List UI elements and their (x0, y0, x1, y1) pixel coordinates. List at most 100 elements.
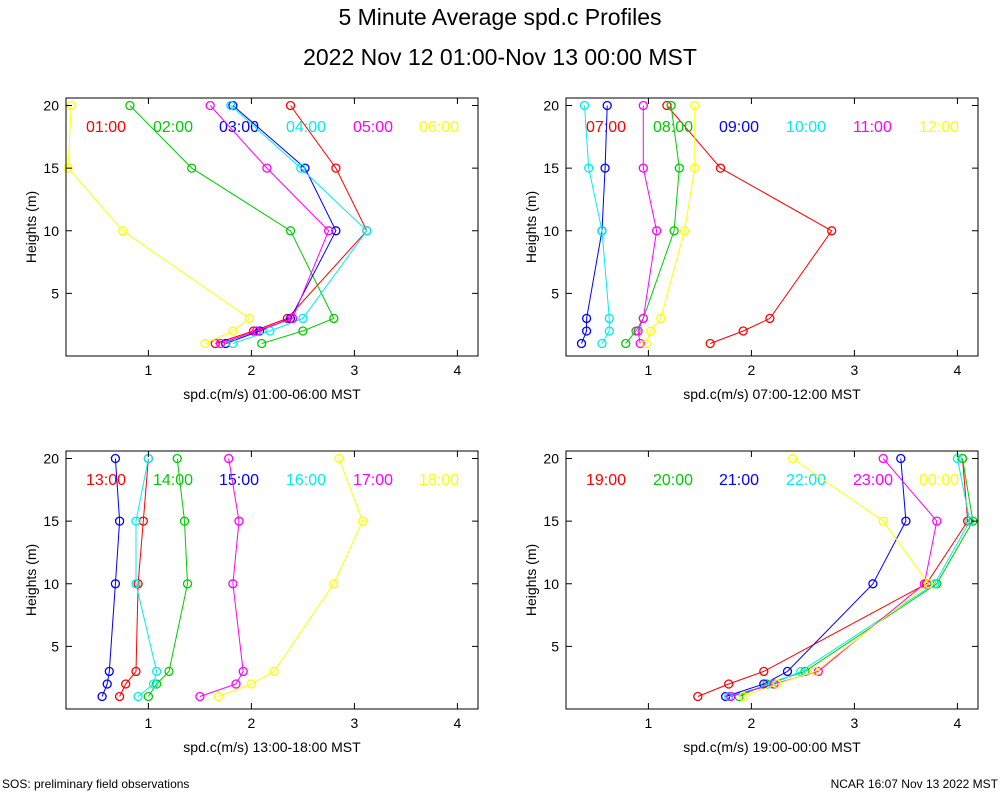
panel-3-point-17:00-h15 (234, 516, 244, 526)
panel-3-point-15:00-h1 (97, 691, 107, 702)
panel-4-y-tick-label-20: 20 (543, 451, 559, 467)
panel-3-point-15:00-h2 (102, 679, 112, 689)
panel-4-point-22:00-h3 (796, 666, 806, 677)
panel-3-point-18:00-h2 (246, 679, 257, 689)
panel-2-point-07:00-h15 (715, 163, 726, 173)
panel-2-series-line-07:00 (666, 105, 833, 344)
panel-3-legend-17:00: 17:00 (353, 472, 393, 489)
panel-1-point-05:00-h15 (262, 163, 272, 173)
panel-3-legend-16:00: 16:00 (286, 472, 326, 489)
panel-4-point-19:00-h3 (759, 666, 769, 677)
panel-1-legend-04:00: 04:00 (286, 119, 326, 136)
panel-3-y-tick-label-10: 10 (43, 576, 59, 592)
panel-1-y-axis-label: Heights (m) (23, 191, 39, 263)
panel-1-y-tick-label-10: 10 (43, 223, 59, 239)
panel-2-point-12:00-h3 (656, 313, 666, 324)
panel-4-series-line-19:00 (697, 458, 969, 697)
panel-2-legend-12:00: 12:00 (919, 119, 959, 136)
panel-1-series-line-02:00 (129, 105, 335, 344)
panel-4-x-tick-label-3: 3 (851, 715, 859, 731)
panel-4-series-line-22:00 (728, 458, 971, 697)
panel-3-point-17:00-h20 (224, 453, 234, 464)
panel-4-point-19:00-h2 (724, 679, 734, 689)
panel-2-x-tick-label-1: 1 (645, 362, 653, 378)
panel-1-x-tick-label-3: 3 (351, 362, 359, 378)
panel-1-y-tick-label-5: 5 (51, 285, 59, 301)
panel-1-point-04:00-h20 (226, 100, 236, 111)
panel-1-point-02:00-h20 (125, 100, 135, 111)
panel-3-x-axis-label: spd.c(m/s) 13:00-18:00 MST (183, 739, 361, 755)
panel-1-point-04:00-h3 (298, 313, 308, 324)
panel-2-point-12:00-h2 (645, 326, 656, 336)
panel-3-series-line-14:00 (147, 458, 189, 697)
panel-3-point-16:00-h10 (131, 579, 141, 589)
panel-3-series-line-17:00 (199, 458, 244, 697)
panel-3-legend-15:00: 15:00 (219, 472, 259, 489)
panel-1-plot-frame (65, 97, 479, 357)
panel-3-legend-18:00: 18:00 (419, 472, 459, 489)
panel-1-legend-03:00: 03:00 (219, 119, 259, 136)
panel-3-point-14:00-h10 (182, 579, 193, 589)
panel-2-point-12:00-h15 (690, 163, 700, 173)
panel-1-point-05:00-h1 (215, 338, 226, 349)
panel-2-x-tick-label-3: 3 (851, 362, 859, 378)
panel-2-point-07:00-h10 (827, 226, 837, 236)
panel-1-point-06:00-h3 (244, 313, 254, 324)
panel-2-point-12:00-h1 (641, 338, 651, 349)
panel-1-series-line-05:00 (209, 105, 330, 344)
panel-4-x-tick-label-2: 2 (748, 715, 756, 731)
footer-left: SOS: preliminary field observations (2, 777, 190, 791)
panel-1-point-02:00-h15 (187, 163, 197, 173)
panel-2-point-11:00-h2 (633, 326, 643, 336)
panel-4-plot-frame (565, 450, 979, 710)
panel-2-point-09:00-h3 (581, 313, 592, 324)
figure-subtitle: 2022 Nov 12 01:00-Nov 13 00:00 MST (303, 44, 697, 70)
panel-4-point-00:00-h2 (772, 679, 782, 689)
panel-3-series-line-16:00 (135, 458, 158, 697)
panel-2-y-tick-label-15: 15 (543, 160, 559, 176)
panel-1-point-05:00-h3 (287, 313, 298, 324)
panel-4-y-axis-label: Heights (m) (523, 544, 539, 616)
panel-3-point-16:00-h15 (131, 516, 141, 526)
figure-title: 5 Minute Average spd.c Profiles (338, 4, 662, 30)
panel-3-point-17:00-h2 (231, 679, 241, 689)
panel-4-legend-20:00: 20:00 (653, 472, 693, 489)
panel-4-y-tick-label-10: 10 (543, 576, 559, 592)
panel-2-point-12:00-h10 (679, 226, 690, 236)
panel-3-point-18:00-h20 (334, 453, 344, 464)
panel-2-point-07:00-h3 (765, 313, 775, 324)
panel-1-point-02:00-h1 (257, 338, 267, 349)
panel-2-y-tick-label-20: 20 (543, 98, 559, 114)
panel-1-point-05:00-h10 (323, 226, 334, 236)
panel-1-series-line-04:00 (230, 105, 368, 344)
panel-1-point-02:00-h10 (285, 226, 296, 236)
panel-3-point-16:00-h3 (151, 666, 162, 677)
panel-2-point-11:00-h1 (635, 338, 645, 349)
panel-2-legend-10:00: 10:00 (786, 119, 826, 136)
panel-4-legend-19:00: 19:00 (586, 472, 626, 489)
panel-2-point-09:00-h20 (602, 100, 612, 111)
panel-3-x-tick-label-3: 3 (351, 715, 359, 731)
panel-2-point-10:00-h1 (597, 338, 607, 349)
panel-1-point-05:00-h20 (205, 100, 215, 111)
panel-4-point-23:00-h1 (726, 691, 736, 702)
panel-1-point-04:00-h15 (296, 163, 306, 173)
panel-3-point-14:00-h2 (151, 679, 162, 689)
panel-1-legend-06:00: 06:00 (419, 119, 459, 136)
panel-3-point-13:00-h1 (114, 691, 125, 702)
panel-2-point-07:00-h1 (705, 338, 715, 349)
panel-4-point-23:00-h15 (932, 516, 942, 526)
panel-1-y-tick-label-20: 20 (43, 98, 59, 114)
panel-2-legend-11:00: 11:00 (853, 119, 892, 136)
panel-3-series-line-13:00 (119, 458, 149, 697)
panel-2-y-axis-label: Heights (m) (523, 191, 539, 263)
panel-2-x-tick-label-4: 4 (954, 362, 962, 378)
panel-2-series-line-08:00 (625, 105, 680, 344)
panel-1-point-05:00-h2 (251, 326, 262, 336)
panel-3-point-13:00-h2 (121, 679, 131, 689)
panel-2-point-10:00-h15 (584, 163, 594, 173)
panel-4-point-00:00-h10 (923, 579, 934, 589)
panel-1-x-tick-label-4: 4 (454, 362, 462, 378)
panel-1-point-06:00-h1 (200, 338, 210, 349)
panel-4-y-tick-label-5: 5 (551, 638, 559, 654)
